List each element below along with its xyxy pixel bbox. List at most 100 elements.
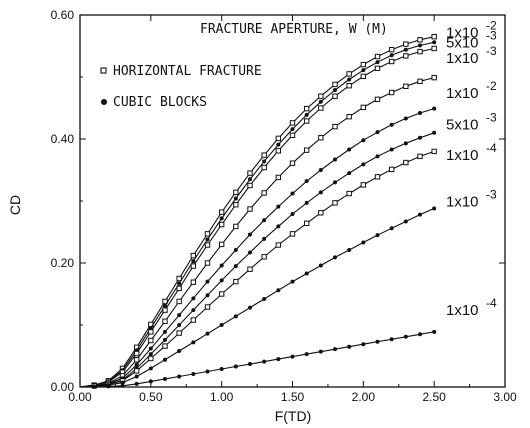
- data-point: [375, 130, 380, 135]
- data-point: [418, 135, 422, 140]
- data-point: [360, 104, 367, 111]
- data-point: [276, 357, 281, 362]
- data-point: [431, 74, 437, 81]
- data-point: [403, 116, 408, 121]
- curve-label: 1x10: [446, 302, 479, 319]
- data-point: [191, 259, 196, 264]
- data-point: [162, 343, 168, 349]
- data-point: [374, 174, 381, 180]
- curve-label-exponent: -3: [486, 28, 497, 42]
- data-point: [304, 112, 309, 117]
- data-point: [204, 231, 211, 237]
- data-point: [148, 346, 153, 351]
- data-point: [176, 275, 182, 282]
- curve-label: 5x10: [446, 117, 479, 134]
- x-tick-label: 1.50: [281, 390, 305, 404]
- data-point: [332, 123, 338, 130]
- data-point: [403, 53, 409, 59]
- data-point: [289, 160, 296, 166]
- data-point: [248, 177, 252, 182]
- x-tick-label: 0.50: [139, 390, 163, 404]
- data-point: [361, 138, 366, 143]
- data-point: [233, 247, 238, 252]
- curve-labels-layer: 1x10 -2 5x10 -3 1x10 -3 1x10 -2 5x10 -3 1x10 -4 1x10…: [446, 18, 497, 319]
- data-point: [190, 317, 197, 323]
- data-point: [218, 241, 225, 248]
- data-point: [204, 260, 211, 266]
- y-tick-label: 0.40: [51, 132, 75, 146]
- data-point: [374, 96, 381, 103]
- data-point: [262, 236, 267, 241]
- data-point: [233, 364, 238, 369]
- data-point: [432, 130, 437, 135]
- data-point: [318, 190, 323, 195]
- curve-label-exponent: -3: [486, 44, 497, 58]
- data-point: [333, 255, 337, 260]
- data-point: [275, 135, 282, 142]
- data-point: [346, 82, 352, 89]
- y-tick-label: 0.20: [51, 256, 75, 270]
- data-point: [261, 164, 267, 171]
- legend: HORIZONTAL FRACTURE CUBIC BLOCKS: [100, 64, 262, 110]
- data-point: [418, 43, 422, 48]
- data-point: [218, 221, 225, 228]
- data-point: [318, 99, 323, 104]
- data-point: [432, 206, 437, 211]
- data-point: [247, 170, 253, 176]
- curves-layer: [79, 34, 437, 389]
- data-point: [333, 347, 337, 352]
- data-point: [262, 359, 267, 364]
- data-point: [162, 307, 168, 313]
- data-point: [303, 118, 310, 124]
- data-point: [276, 204, 281, 209]
- data-point: [205, 279, 210, 284]
- data-point: [304, 179, 309, 184]
- data-point: [333, 180, 337, 185]
- data-point: [106, 384, 111, 389]
- x-axis-label: F(TD): [275, 408, 312, 424]
- data-point: [233, 314, 238, 319]
- data-point: [218, 209, 225, 215]
- data-point: [417, 78, 423, 85]
- data-point: [289, 231, 296, 237]
- data-point: [389, 53, 394, 58]
- data-point: [403, 141, 408, 146]
- data-point: [318, 349, 323, 354]
- y-tick-label: 0.00: [51, 380, 75, 394]
- data-point: [248, 305, 252, 310]
- x-tick-label: 1.00: [210, 390, 234, 404]
- data-point: [205, 237, 210, 242]
- data-point: [361, 240, 366, 245]
- data-point: [290, 212, 295, 217]
- data-point: [333, 157, 337, 162]
- data-point: [347, 147, 352, 152]
- data-point: [205, 369, 210, 374]
- data-point: [148, 366, 153, 371]
- data-point: [176, 330, 182, 336]
- data-point: [403, 47, 408, 52]
- data-point: [388, 58, 395, 65]
- data-point: [219, 263, 224, 268]
- data-point: [318, 93, 324, 99]
- data-point: [163, 329, 167, 334]
- data-point: [417, 37, 423, 43]
- data-point: [388, 47, 395, 53]
- data-point: [261, 190, 267, 196]
- data-point: [403, 159, 409, 166]
- data-point: [290, 191, 295, 196]
- data-point: [134, 381, 139, 386]
- data-point: [275, 148, 282, 154]
- data-point: [432, 329, 437, 334]
- series-9: [80, 329, 437, 389]
- legend-marker-circle: [101, 99, 107, 105]
- data-point: [431, 34, 437, 40]
- data-point: [388, 89, 395, 96]
- data-point: [360, 73, 367, 80]
- data-point: [248, 232, 252, 237]
- data-point: [191, 296, 196, 301]
- curve-label-exponent: -4: [486, 296, 497, 310]
- data-point: [148, 355, 154, 362]
- data-point: [219, 278, 224, 283]
- x-tick-label: 0.00: [68, 390, 92, 404]
- data-point: [346, 113, 352, 120]
